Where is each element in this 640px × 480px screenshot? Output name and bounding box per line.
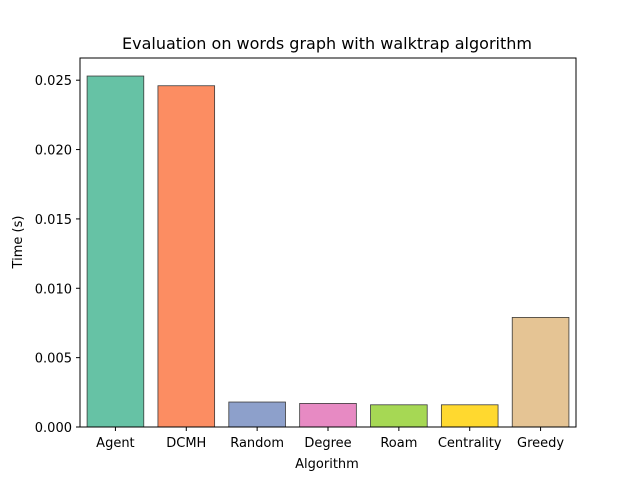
bar-random [228,401,286,428]
y-tick-label-0: 0.000 [35,421,72,436]
x-tick-label-greedy: Greedy [517,436,564,451]
x-tick-label-degree: Degree [304,436,351,451]
chart-title: Evaluation on words graph with walktrap … [122,34,532,53]
bars-group [86,75,570,428]
x-axis-label: Algorithm [295,457,359,472]
y-tick-label-4: 0.020 [35,144,72,159]
x-axis-ticks: Agent DCMH Random Degree Roam Centrality Greed… [96,427,564,451]
y-tick-label-3: 0.015 [35,213,72,228]
bar-greedy [511,317,570,428]
y-tick-label-1: 0.005 [35,352,72,367]
x-tick-label-roam: Roam [380,436,417,451]
bar-roam [370,404,428,428]
y-tick-label-2: 0.010 [35,282,72,297]
x-tick-label-dcmh: DCMH [166,436,206,451]
bar-centrality [440,404,499,428]
bar-agent [86,75,145,428]
plot-frame [79,57,577,428]
y-tick-label-5: 0.025 [35,74,72,89]
y-axis-label: Time (s) [11,216,26,270]
y-axis-ticks: 0.000 0.005 0.010 0.015 0.020 0.025 [35,74,80,436]
bar-degree [299,403,357,428]
x-tick-label-agent: Agent [96,436,134,451]
bar-dcmh [157,85,216,428]
x-tick-label-random: Random [230,436,284,451]
x-tick-label-centrality: Centrality [438,436,502,451]
